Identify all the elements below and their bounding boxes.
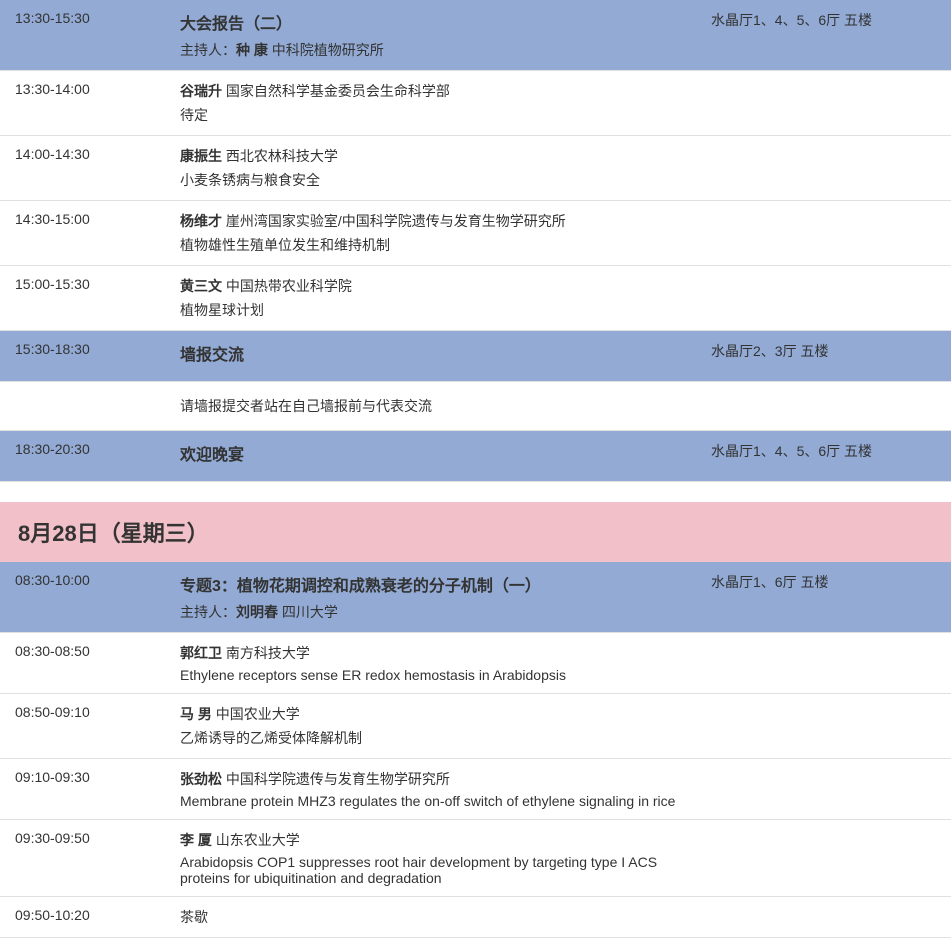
talk-title: Arabidopsis COP1 suppresses root hair de… <box>180 854 701 886</box>
session-host: 主持人：种 康 中科院植物研究所 <box>180 40 701 60</box>
speaker-line: 郭红卫 南方科技大学 <box>180 643 701 663</box>
host-affil: 四川大学 <box>282 604 338 620</box>
session-row: 18:30-20:30欢迎晚宴水晶厅1、4、5、6厅 五楼 <box>0 431 951 482</box>
session-host: 主持人：刘明春 四川大学 <box>180 602 701 622</box>
talk-title: 乙烯诱导的乙烯受体降解机制 <box>180 728 701 748</box>
time-cell: 15:30-18:30 <box>0 341 180 357</box>
speaker-name: 李 厦 <box>180 832 212 848</box>
session-content: 墙报交流 <box>180 341 711 371</box>
talk-content: 谷瑞升 国家自然科学基金委员会生命科学部待定 <box>180 81 711 125</box>
note-content: 请墙报提交者站在自己墙报前与代表交流 <box>180 392 711 420</box>
speaker-name: 康振生 <box>180 148 222 164</box>
talk-row: 09:50-10:20茶歇 <box>0 897 951 938</box>
talk-row: 09:30-09:50李 厦 山东农业大学 Arabidopsis COP1 su… <box>0 820 951 897</box>
session-title: 大会报告（二） <box>180 10 701 34</box>
spacer <box>0 482 951 492</box>
speaker-line: 黄三文 中国热带农业科学院 <box>180 276 701 296</box>
session-title: 专题3：植物花期调控和成熟衰老的分子机制（一） <box>180 572 701 596</box>
speaker-affil: 中国科学院遗传与发育生物学研究所 <box>226 771 450 787</box>
time-cell: 09:50-10:20 <box>0 907 180 923</box>
host-label: 主持人： <box>180 42 236 58</box>
speaker-name: 张劲松 <box>180 771 222 787</box>
talk-title: Ethylene receptors sense ER redox hemost… <box>180 667 701 683</box>
time-cell: 18:30-20:30 <box>0 441 180 457</box>
speaker-affil: 中国农业大学 <box>216 706 300 722</box>
host-name: 刘明春 <box>236 604 278 620</box>
session-content: 大会报告（二） 主持人：种 康 中科院植物研究所 <box>180 10 711 60</box>
time-cell: 08:50-09:10 <box>0 704 180 720</box>
talk-title: 植物雄性生殖单位发生和维持机制 <box>180 235 701 255</box>
speaker-name: 黄三文 <box>180 278 222 294</box>
time-cell: 09:30-09:50 <box>0 830 180 846</box>
talk-content: 张劲松 中国科学院遗传与发育生物学研究所 Membrane protein MHZ… <box>180 769 711 809</box>
talk-title: 待定 <box>180 105 701 125</box>
location-cell: 水晶厅1、6厅 五楼 <box>711 572 951 592</box>
speaker-name: 谷瑞升 <box>180 83 222 99</box>
host-label: 主持人： <box>180 604 236 620</box>
talk-title: 小麦条锈病与粮食安全 <box>180 170 701 190</box>
speaker-affil: 中国热带农业科学院 <box>226 278 352 294</box>
time-cell: 09:10-09:30 <box>0 769 180 785</box>
speaker-affil: 西北农林科技大学 <box>226 148 338 164</box>
speaker-line: 杨维才 崖州湾国家实验室/中国科学院遗传与发育生物学研究所 <box>180 211 701 231</box>
note-text: 请墙报提交者站在自己墙报前与代表交流 <box>180 392 701 420</box>
talk-row: 15:00-15:30黄三文 中国热带农业科学院植物星球计划 <box>0 266 951 331</box>
time-cell: 08:30-08:50 <box>0 643 180 659</box>
time-cell: 15:00-15:30 <box>0 276 180 292</box>
schedule-container: 13:30-15:30大会报告（二）主持人：种 康 中科院植物研究所水晶厅1、4… <box>0 0 951 938</box>
talk-content: 郭红卫 南方科技大学 Ethylene receptors sense ER re… <box>180 643 711 683</box>
host-affil: 中科院植物研究所 <box>272 42 384 58</box>
speaker-line: 谷瑞升 国家自然科学基金委员会生命科学部 <box>180 81 701 101</box>
session-title: 墙报交流 <box>180 341 701 365</box>
time-cell: 13:30-14:00 <box>0 81 180 97</box>
talk-content: 茶歇 <box>180 907 711 927</box>
date-header: 8月28日（星期三） <box>0 502 951 562</box>
talk-row: 08:30-08:50郭红卫 南方科技大学 Ethylene receptors … <box>0 633 951 694</box>
session-content: 专题3：植物花期调控和成熟衰老的分子机制（一） 主持人：刘明春 四川大学 <box>180 572 711 622</box>
session-title: 欢迎晚宴 <box>180 441 701 465</box>
talk-title: 植物星球计划 <box>180 300 701 320</box>
session-content: 欢迎晚宴 <box>180 441 711 471</box>
talk-row: 14:00-14:30康振生 西北农林科技大学小麦条锈病与粮食安全 <box>0 136 951 201</box>
talk-content: 李 厦 山东农业大学 Arabidopsis COP1 suppresses ro… <box>180 830 711 886</box>
speaker-line: 康振生 西北农林科技大学 <box>180 146 701 166</box>
speaker-line: 马 男 中国农业大学 <box>180 704 701 724</box>
note-row: 请墙报提交者站在自己墙报前与代表交流 <box>0 382 951 431</box>
speaker-affil: 崖州湾国家实验室/中国科学院遗传与发育生物学研究所 <box>226 213 566 229</box>
location-cell: 水晶厅1、4、5、6厅 五楼 <box>711 441 951 461</box>
talk-content: 康振生 西北农林科技大学小麦条锈病与粮食安全 <box>180 146 711 190</box>
time-cell: 14:30-15:00 <box>0 211 180 227</box>
speaker-name: 杨维才 <box>180 213 222 229</box>
location-cell: 水晶厅2、3厅 五楼 <box>711 341 951 361</box>
talk-row: 14:30-15:00杨维才 崖州湾国家实验室/中国科学院遗传与发育生物学研究所… <box>0 201 951 266</box>
speaker-line: 李 厦 山东农业大学 <box>180 830 701 850</box>
speaker-affil: 南方科技大学 <box>226 645 310 661</box>
talk-content: 杨维才 崖州湾国家实验室/中国科学院遗传与发育生物学研究所植物雄性生殖单位发生和… <box>180 211 711 255</box>
talk-row: 13:30-14:00谷瑞升 国家自然科学基金委员会生命科学部待定 <box>0 71 951 136</box>
talk-row: 09:10-09:30张劲松 中国科学院遗传与发育生物学研究所 Membrane … <box>0 759 951 820</box>
talk-title: Membrane protein MHZ3 regulates the on-o… <box>180 793 701 809</box>
speaker-name: 马 男 <box>180 706 212 722</box>
speaker-line: 张劲松 中国科学院遗传与发育生物学研究所 <box>180 769 701 789</box>
talk-title: 茶歇 <box>180 907 701 927</box>
talk-content: 黄三文 中国热带农业科学院植物星球计划 <box>180 276 711 320</box>
speaker-name: 郭红卫 <box>180 645 222 661</box>
session-row: 13:30-15:30大会报告（二）主持人：种 康 中科院植物研究所水晶厅1、4… <box>0 0 951 71</box>
speaker-affil: 国家自然科学基金委员会生命科学部 <box>226 83 450 99</box>
time-cell: 13:30-15:30 <box>0 10 180 26</box>
time-cell: 08:30-10:00 <box>0 572 180 588</box>
speaker-affil: 山东农业大学 <box>216 832 300 848</box>
location-cell: 水晶厅1、4、5、6厅 五楼 <box>711 10 951 30</box>
session-row: 08:30-10:00专题3：植物花期调控和成熟衰老的分子机制（一） 主持人：刘明… <box>0 562 951 633</box>
session-row: 15:30-18:30墙报交流水晶厅2、3厅 五楼 <box>0 331 951 382</box>
host-name: 种 康 <box>236 42 268 58</box>
talk-content: 马 男 中国农业大学乙烯诱导的乙烯受体降解机制 <box>180 704 711 748</box>
time-cell: 14:00-14:30 <box>0 146 180 162</box>
talk-row: 08:50-09:10马 男 中国农业大学乙烯诱导的乙烯受体降解机制 <box>0 694 951 759</box>
